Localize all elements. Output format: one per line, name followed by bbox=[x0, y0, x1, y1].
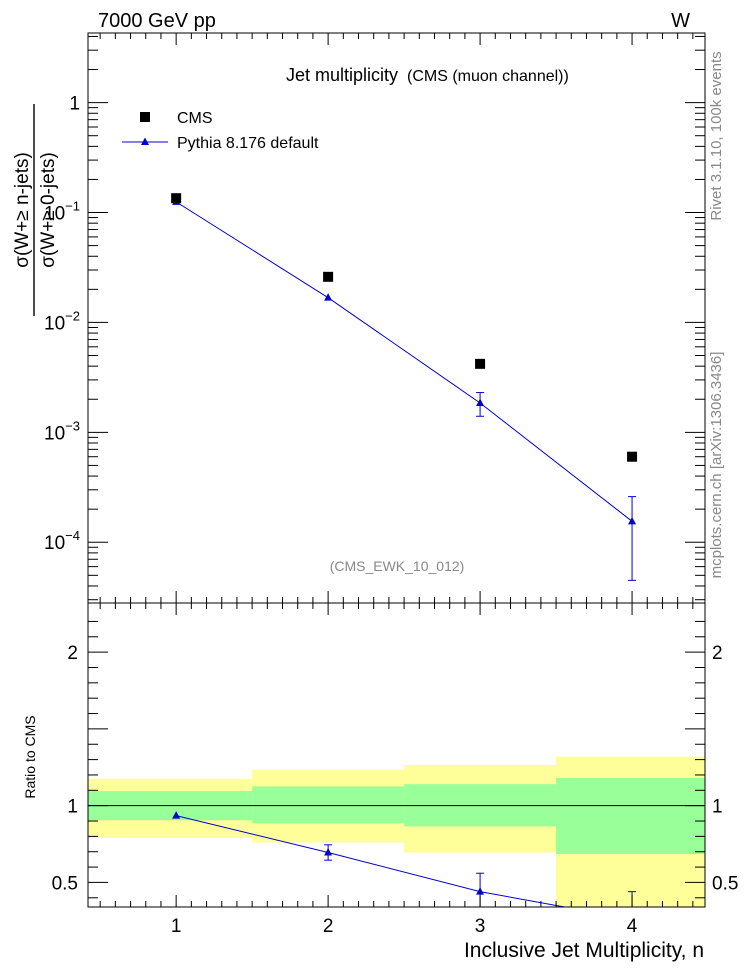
main-y-tick-label: 10−3 bbox=[44, 418, 80, 444]
cms-point bbox=[475, 358, 486, 369]
x-tick-label: 4 bbox=[627, 916, 638, 937]
ratio-axis-ticks bbox=[88, 603, 705, 907]
ratio-y-tick-label-left: 2 bbox=[67, 643, 78, 664]
main-ylabel-numerator: σ(W+≥ n-jets) bbox=[12, 152, 33, 268]
ratio-inner-band bbox=[556, 778, 705, 855]
ratio-y-tick-label-right: 0.5 bbox=[712, 873, 738, 894]
main-series bbox=[171, 193, 638, 581]
ratio-plot-frame bbox=[87, 602, 706, 908]
ratio-pythia-point bbox=[476, 887, 485, 895]
main-title: Jet multiplicity bbox=[286, 65, 398, 85]
main-y-tick-label: 1 bbox=[69, 94, 80, 115]
x-tick-labels: 1 2 3 4 bbox=[171, 916, 638, 937]
legend: CMS Pythia 8.176 default bbox=[122, 110, 319, 152]
pythia-line bbox=[175, 201, 633, 522]
ratio-y-axis-label: Ratio to CMS bbox=[22, 715, 38, 798]
main-annotation: (CMS_EWK_10_012) bbox=[330, 558, 465, 574]
pythia-point bbox=[324, 293, 333, 301]
pythia-point bbox=[628, 516, 637, 525]
legend-marker-cms bbox=[140, 112, 150, 122]
cms-point bbox=[171, 193, 182, 204]
legend-marker-pythia bbox=[141, 137, 149, 145]
ratio-inner-band bbox=[252, 786, 405, 824]
main-subtitle: (CMS (muon channel)) bbox=[407, 68, 569, 85]
main-ylabel-denominator: σ(W+≥ 0-jets) bbox=[38, 152, 59, 268]
main-y-tick-label: 10−2 bbox=[44, 308, 80, 334]
main-y-tick-label: 10−1 bbox=[44, 199, 80, 225]
legend-label-pythia: Pythia 8.176 default bbox=[177, 135, 319, 152]
cms-point bbox=[627, 451, 638, 462]
header-right: W bbox=[671, 10, 690, 32]
ratio-y-tick-label-right: 2 bbox=[712, 643, 723, 664]
x-tick-label: 1 bbox=[171, 916, 182, 937]
x-tick-label: 3 bbox=[475, 916, 486, 937]
ratio-uncertainty-bands bbox=[88, 756, 705, 907]
main-y-axis-label: σ(W+≥ n-jets) σ(W+≥ 0-jets) bbox=[12, 104, 59, 316]
ratio-plot-panel: 0.5 0.5 1 1 2 2 1 2 3 4 Ratio to CMS Inclusive J… bbox=[22, 602, 739, 962]
side-text-upper: Rivet 3.1.10, 100k events bbox=[708, 51, 725, 220]
main-plot-panel: 10−4 10−3 10−2 10−1 1 Jet multiplicity (CMS … bbox=[12, 32, 706, 604]
main-axis-ticks bbox=[88, 33, 705, 603]
ratio-pythia-point bbox=[172, 811, 181, 819]
main-y-tick-labels: 10−4 10−3 10−2 10−1 1 bbox=[44, 94, 80, 555]
ratio-y-tick-label-left: 1 bbox=[67, 797, 78, 818]
cms-point bbox=[323, 271, 334, 282]
ratio-y-tick-label-left: 0.5 bbox=[52, 873, 78, 894]
legend-label-cms: CMS bbox=[177, 110, 213, 127]
ratio-y-tick-labels: 0.5 0.5 1 1 2 2 bbox=[52, 643, 739, 894]
main-y-tick-label: 10−4 bbox=[44, 528, 80, 554]
ratio-pythia-point bbox=[324, 847, 333, 856]
ratio-y-tick-label-right: 1 bbox=[712, 797, 723, 818]
x-tick-label: 2 bbox=[323, 916, 334, 937]
x-axis-label: Inclusive Jet Multiplicity, n bbox=[464, 939, 704, 962]
side-text-lower: mcplots.cern.ch [arXiv:1306.3436] bbox=[708, 352, 725, 579]
header-left: 7000 GeV pp bbox=[98, 10, 216, 32]
pythia-point bbox=[476, 398, 485, 406]
